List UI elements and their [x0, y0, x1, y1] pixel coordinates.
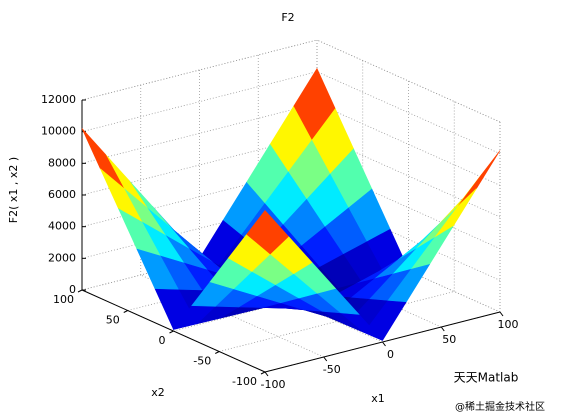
- x-axis-label: x1: [371, 392, 385, 405]
- y-tick: [260, 371, 266, 375]
- z-tick-label: 2000: [48, 251, 76, 264]
- surface: [81, 67, 501, 341]
- chart-title: F2: [281, 11, 294, 24]
- grid-line: [199, 259, 383, 343]
- z-tick-label: 0: [69, 283, 76, 296]
- x-tick-label: -100: [261, 378, 286, 391]
- grid-line: [140, 274, 324, 358]
- y-tick-label: 50: [106, 314, 120, 327]
- x-tick-label: 0: [387, 348, 394, 361]
- x-tick: [499, 311, 504, 317]
- x-tick-label: 50: [442, 333, 456, 346]
- y-tick-label: 100: [53, 293, 74, 306]
- x-tick: [440, 326, 445, 332]
- z-tick-label: 8000: [48, 156, 76, 169]
- grid-line: [316, 229, 501, 313]
- grid-line: [258, 244, 442, 328]
- x-tick: [323, 356, 328, 362]
- grid-line: [316, 39, 501, 123]
- x-tick: [264, 371, 269, 377]
- grid-line: [316, 102, 501, 186]
- grid-line: [316, 166, 501, 250]
- z-tick-label: 12000: [41, 93, 76, 106]
- z-tick-label: 6000: [48, 188, 76, 201]
- grid-line: [316, 197, 501, 281]
- y-tick: [169, 330, 174, 334]
- grid: [77, 39, 504, 377]
- grid-line: [316, 71, 501, 155]
- y-tick-label: 0: [159, 334, 166, 347]
- x-tick-label: -50: [323, 363, 341, 376]
- y-tick-label: -100: [232, 375, 257, 388]
- y-axis-label: x2: [151, 386, 165, 399]
- z-tick-label: 4000: [48, 220, 76, 233]
- y-tick: [215, 351, 220, 354]
- grid-line: [316, 134, 501, 218]
- z-axis-label: F2( x1 , x2 ): [7, 157, 20, 223]
- surface-patch: [246, 210, 289, 255]
- x-tick-label: 100: [498, 318, 519, 331]
- y-tick-label: -50: [193, 355, 211, 368]
- labels: -100-50050100-100-5005010002000400060008…: [41, 93, 519, 391]
- watermark: 天天Matlab: [454, 371, 519, 385]
- x-tick: [382, 341, 386, 347]
- y-tick: [77, 289, 83, 293]
- watermark: @稀土掘金技术社区: [455, 400, 545, 413]
- y-tick: [123, 310, 128, 313]
- z-tick-label: 10000: [41, 125, 76, 138]
